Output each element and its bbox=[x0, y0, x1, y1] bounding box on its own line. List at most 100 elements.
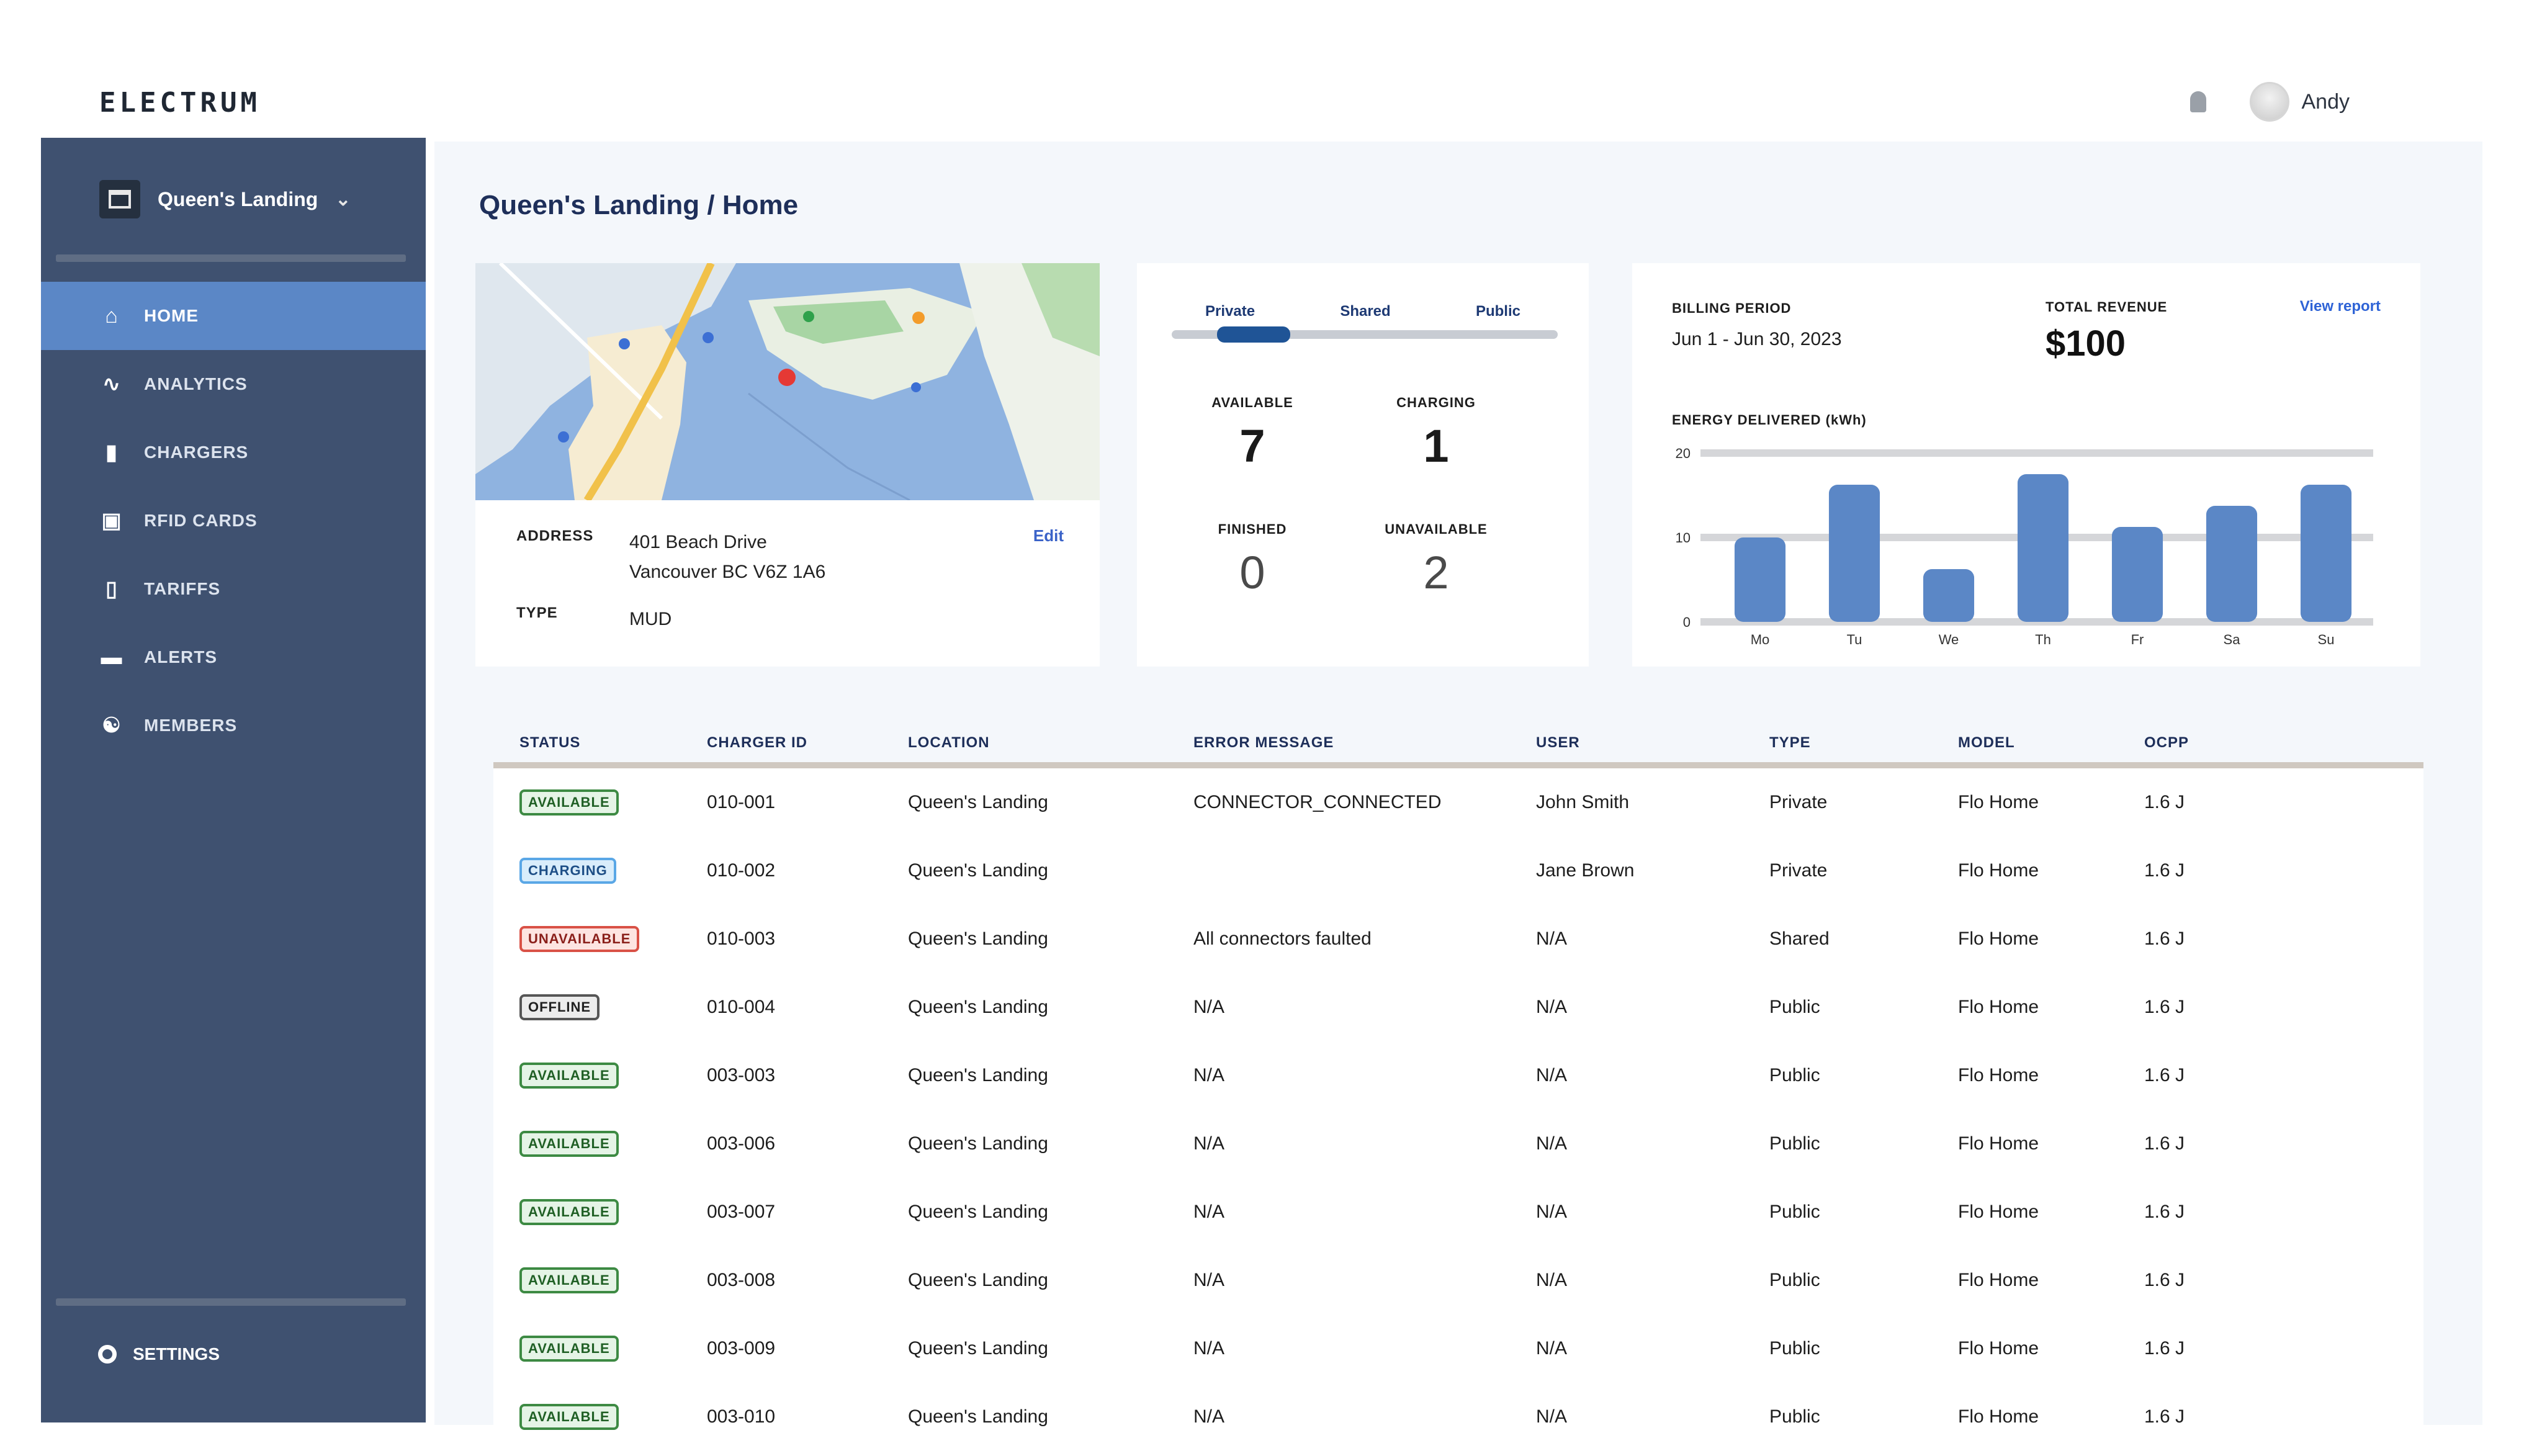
table-row[interactable]: AVAILABLE 003-006 Queen's Landing N/A N/A Pub… bbox=[493, 1110, 2423, 1178]
column-header-status[interactable]: STATUS bbox=[519, 734, 581, 751]
stat-finished: FINISHED 0 bbox=[1165, 521, 1339, 599]
type-label: TYPE bbox=[516, 604, 558, 621]
cell-model: Flo Home bbox=[1958, 860, 2039, 881]
cell-type: Public bbox=[1769, 1406, 1820, 1427]
cell-user: John Smith bbox=[1536, 792, 1630, 812]
column-header-user[interactable]: USER bbox=[1536, 734, 1580, 751]
site-map[interactable] bbox=[475, 263, 1100, 500]
column-header-type[interactable]: TYPE bbox=[1769, 734, 1811, 751]
cell-user: N/A bbox=[1536, 1202, 1568, 1222]
table-row[interactable]: AVAILABLE 003-003 Queen's Landing N/A N/A Pub… bbox=[493, 1041, 2423, 1110]
sidebar-item-home[interactable]: ⌂ HOME bbox=[41, 282, 426, 350]
column-header-location[interactable]: LOCATION bbox=[908, 734, 990, 751]
status-cell: AVAILABLE bbox=[493, 1336, 707, 1362]
status-cell: OFFLINE bbox=[493, 994, 707, 1020]
cell-location: Queen's Landing bbox=[908, 928, 1048, 949]
cell-user: N/A bbox=[1536, 928, 1568, 949]
total-revenue-label: TOTAL REVENUE bbox=[2046, 299, 2168, 315]
status-cell: AVAILABLE bbox=[493, 1131, 707, 1157]
tab-shared[interactable]: Shared bbox=[1340, 303, 1391, 320]
sidebar-item-rfid-cards[interactable]: ▣ RFID CARDS bbox=[41, 487, 426, 555]
stat-value: 1 bbox=[1423, 420, 1449, 472]
site-selector[interactable]: Queen's Landing ⌄ bbox=[41, 138, 426, 218]
grid-line bbox=[1700, 449, 2373, 457]
stat-charging: CHARGING 1 bbox=[1349, 395, 1523, 472]
column-header-ocpp[interactable]: OCPP bbox=[2144, 734, 2189, 751]
edit-site-link[interactable]: Edit bbox=[1033, 526, 1064, 545]
tab-private[interactable]: Private bbox=[1205, 303, 1255, 320]
column-header-charger-id[interactable]: CHARGER ID bbox=[707, 734, 808, 751]
table-row[interactable]: UNAVAILABLE 010-003 Queen's Landing All con… bbox=[493, 905, 2423, 973]
sidebar-divider bbox=[56, 1298, 406, 1306]
app-logo[interactable]: ELECTRUM bbox=[99, 87, 261, 119]
cell-error: N/A bbox=[1193, 1270, 1225, 1290]
charger-icon: ▮ bbox=[106, 441, 118, 464]
cell-user: N/A bbox=[1536, 1338, 1568, 1359]
cell-ocpp: 1.6 J bbox=[2144, 1270, 2185, 1290]
cell-location: Queen's Landing bbox=[908, 792, 1048, 812]
status-badge: AVAILABLE bbox=[519, 1063, 619, 1089]
table-row[interactable]: AVAILABLE 003-007 Queen's Landing N/A N/A Pub… bbox=[493, 1178, 2423, 1246]
status-badge: AVAILABLE bbox=[519, 1336, 619, 1362]
x-tick-label: Fr bbox=[2131, 632, 2144, 647]
location-pin-icon[interactable] bbox=[778, 369, 796, 386]
sidebar-item-label: ANALYTICS bbox=[144, 374, 248, 393]
bell-icon[interactable] bbox=[2189, 91, 2206, 112]
status-cell: AVAILABLE bbox=[493, 1404, 707, 1430]
sidebar-item-tariffs[interactable]: ▯ TARIFFS bbox=[41, 555, 426, 623]
status-cell: AVAILABLE bbox=[493, 1063, 707, 1089]
bar[interactable] bbox=[2206, 506, 2258, 622]
table-row[interactable]: AVAILABLE 003-008 Queen's Landing N/A N/A Pub… bbox=[493, 1246, 2423, 1314]
bar[interactable] bbox=[2017, 474, 2069, 622]
sidebar-item-label: MEMBERS bbox=[144, 716, 238, 735]
cell-id: 003-009 bbox=[707, 1338, 776, 1359]
analytics-icon: ∿ bbox=[102, 372, 121, 396]
tab-indicator-track bbox=[1172, 326, 1558, 343]
charger-status-card: Private Shared Public AVAILABLE 7 CHARGI… bbox=[1137, 263, 1589, 667]
sidebar-item-analytics[interactable]: ∿ ANALYTICS bbox=[41, 350, 426, 418]
table-row[interactable]: AVAILABLE 010-001 Queen's Landing CONNECTOR… bbox=[493, 768, 2423, 837]
table-row[interactable]: AVAILABLE 003-010 Queen's Landing N/A N/A Pub… bbox=[493, 1383, 2423, 1451]
table-row[interactable]: AVAILABLE 003-009 Queen's Landing N/A N/A Pub… bbox=[493, 1314, 2423, 1383]
cell-id: 010-001 bbox=[707, 792, 776, 812]
cell-ocpp: 1.6 J bbox=[2144, 792, 2185, 812]
sidebar-item-settings[interactable]: SETTINGS bbox=[98, 1344, 220, 1364]
sidebar-item-chargers[interactable]: ▮ CHARGERS bbox=[41, 418, 426, 487]
column-header-error-message[interactable]: ERROR MESSAGE bbox=[1193, 734, 1334, 751]
cell-user: N/A bbox=[1536, 1406, 1568, 1427]
bar[interactable] bbox=[1828, 485, 1880, 622]
column-header-model[interactable]: MODEL bbox=[1958, 734, 2015, 751]
sidebar-item-label: CHARGERS bbox=[144, 443, 249, 462]
cell-type: Public bbox=[1769, 1202, 1820, 1222]
cell-ocpp: 1.6 J bbox=[2144, 1133, 2185, 1154]
view-report-link[interactable]: View report bbox=[2299, 298, 2381, 315]
avatar[interactable] bbox=[2249, 82, 2289, 122]
status-badge: AVAILABLE bbox=[519, 1404, 619, 1430]
sidebar-item-alerts[interactable]: ▬ ALERTS bbox=[41, 623, 426, 691]
bar[interactable] bbox=[1923, 569, 1975, 622]
revenue-card: BILLING PERIOD Jun 1 - Jun 30, 2023 TOTA… bbox=[1632, 263, 2420, 667]
stat-value: 7 bbox=[1239, 420, 1265, 472]
card-icon: ▣ bbox=[101, 509, 122, 533]
tab-public[interactable]: Public bbox=[1475, 303, 1520, 320]
bar[interactable] bbox=[2111, 527, 2163, 622]
stat-label: AVAILABLE bbox=[1211, 395, 1293, 410]
y-tick-label: 20 bbox=[1676, 446, 1691, 461]
bar[interactable] bbox=[2300, 485, 2352, 622]
charger-type-tabs: Private Shared Public bbox=[1205, 303, 1520, 320]
sidebar-item-members[interactable]: ☯ MEMBERS bbox=[41, 691, 426, 760]
user-menu[interactable]: Andy bbox=[2249, 82, 2350, 122]
cell-location: Queen's Landing bbox=[908, 860, 1048, 881]
status-cell: UNAVAILABLE bbox=[493, 926, 707, 952]
table-row[interactable]: OFFLINE 010-004 Queen's Landing N/A N/A Publi… bbox=[493, 973, 2423, 1041]
bar[interactable] bbox=[1734, 537, 1786, 622]
sidebar-item-label: RFID CARDS bbox=[144, 511, 258, 530]
type-value: MUD bbox=[629, 609, 672, 629]
cell-model: Flo Home bbox=[1958, 1065, 2039, 1085]
tariff-icon: ▯ bbox=[106, 577, 118, 601]
cell-id: 003-010 bbox=[707, 1406, 776, 1427]
cell-model: Flo Home bbox=[1958, 997, 2039, 1017]
stat-available: AVAILABLE 7 bbox=[1165, 395, 1339, 472]
cell-error: CONNECTOR_CONNECTED bbox=[1193, 792, 1442, 812]
table-row[interactable]: CHARGING 010-002 Queen's Landing Jane Brown… bbox=[493, 837, 2423, 905]
